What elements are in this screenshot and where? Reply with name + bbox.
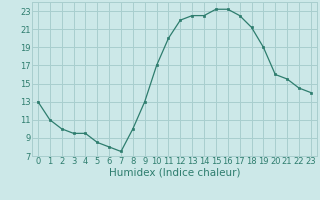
X-axis label: Humidex (Indice chaleur): Humidex (Indice chaleur) <box>109 168 240 178</box>
